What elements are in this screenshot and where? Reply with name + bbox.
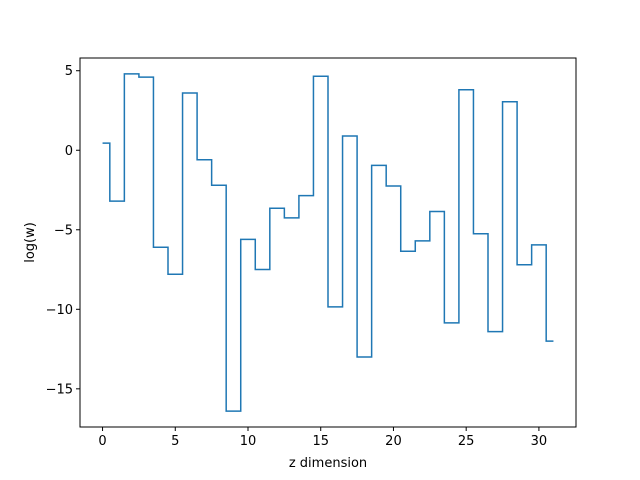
y-tick-label: 0 [65, 144, 73, 159]
y-tick-label: −5 [54, 223, 73, 238]
axes-frame [79, 57, 577, 428]
series-line-0 [102, 73, 554, 412]
x-axis-ticks: 0 5 10 15 20 25 30 [98, 427, 547, 449]
y-tick-label: 5 [65, 64, 73, 79]
y-axis-label: log(w) [23, 222, 38, 263]
x-tick-label: 10 [240, 434, 257, 449]
x-tick-label: 15 [312, 434, 329, 449]
x-tick-label: 20 [385, 434, 402, 449]
x-tick-label: 5 [171, 434, 179, 449]
x-tick-label: 30 [531, 434, 548, 449]
y-tick-label: −10 [46, 303, 73, 318]
y-axis-ticks: 5 0 −5 −10 −15 [46, 64, 80, 397]
x-axis-label: z dimension [289, 456, 367, 471]
x-tick-label: 0 [98, 434, 106, 449]
y-tick-label: −15 [46, 382, 73, 397]
x-tick-label: 25 [458, 434, 475, 449]
series-layer [102, 73, 554, 412]
